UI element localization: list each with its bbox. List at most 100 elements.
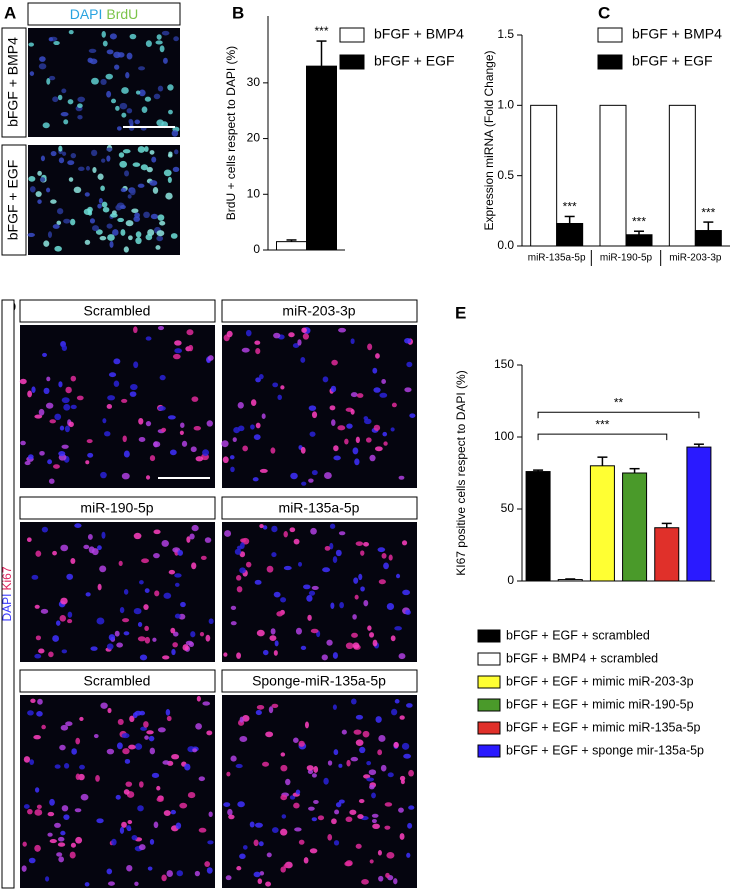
nucleus (83, 544, 90, 550)
nucleus (75, 737, 81, 745)
nucleus (168, 569, 176, 575)
nucleus (34, 844, 41, 852)
nucleus (121, 87, 129, 94)
nucleus (99, 565, 107, 573)
nucleus (61, 88, 67, 94)
significance: *** (632, 214, 646, 228)
nucleus (360, 586, 365, 592)
nucleus (226, 330, 233, 338)
nucleus (129, 33, 137, 40)
bar (599, 104, 627, 247)
nucleus (196, 695, 201, 702)
nucleus (46, 376, 51, 382)
nucleus (137, 805, 144, 812)
nucleus (120, 204, 126, 210)
nucleus (39, 177, 46, 183)
nucleus (125, 72, 130, 79)
nucleus (101, 158, 106, 163)
nucleus (205, 634, 211, 642)
nucleus (366, 777, 375, 782)
nucleus (60, 830, 66, 836)
nucleus (223, 802, 231, 807)
nucleus (35, 635, 41, 641)
nucleus (85, 460, 90, 465)
nucleus (293, 737, 299, 743)
header-box (19, 496, 216, 520)
nucleus (57, 842, 66, 847)
nucleus (298, 561, 303, 567)
nucleus (259, 871, 265, 876)
nucleus (300, 446, 306, 454)
nucleus (407, 822, 413, 829)
nucleus (309, 431, 316, 437)
nucleus (79, 716, 84, 721)
nucleus (280, 828, 288, 836)
nucleus (129, 391, 137, 397)
y-tick-label: 0 (253, 242, 260, 256)
nucleus (157, 325, 165, 331)
nucleus (30, 698, 36, 704)
nucleus (64, 425, 70, 433)
nucleus (53, 41, 60, 46)
nucleus (125, 220, 134, 227)
legend-swatch (477, 721, 501, 735)
header-box (19, 669, 216, 693)
nucleus (144, 96, 152, 102)
nucleus (237, 402, 244, 409)
nucleus (249, 821, 255, 828)
nucleus (265, 731, 274, 738)
nucleus (134, 881, 139, 887)
bar (525, 471, 551, 582)
bar (530, 104, 558, 247)
nucleus (23, 804, 30, 809)
nucleus (234, 548, 242, 555)
nucleus (141, 106, 148, 113)
nucleus (173, 36, 179, 42)
nucleus (119, 607, 125, 614)
nucleus (240, 542, 245, 549)
nucleus (126, 108, 133, 114)
nucleus (166, 715, 172, 722)
nucleus (153, 529, 161, 535)
nucleus (28, 176, 36, 182)
nucleus (242, 845, 248, 850)
nucleus (170, 627, 176, 634)
nucleus (61, 444, 69, 449)
nucleus (369, 784, 375, 790)
nucleus (29, 759, 35, 765)
nucleus (375, 716, 382, 723)
legend-label: bFGF + EGF + sponge mir-135a-5p (506, 743, 704, 757)
nucleus (85, 592, 91, 597)
nucleus (185, 640, 193, 646)
nucleus (121, 472, 130, 480)
nucleus (106, 90, 112, 98)
nucleus (179, 430, 184, 435)
nucleus (146, 730, 154, 735)
nucleus (333, 840, 340, 846)
nucleus (311, 411, 318, 419)
nucleus (161, 539, 169, 547)
nucleus (92, 225, 99, 232)
nucleus (317, 815, 325, 821)
nucleus (350, 392, 358, 398)
nucleus (128, 744, 136, 750)
nucleus (239, 567, 246, 574)
nucleus (37, 698, 43, 705)
bar (306, 65, 337, 251)
nucleus (156, 235, 164, 242)
nucleus (167, 153, 173, 158)
nucleus (236, 652, 241, 659)
nucleus (48, 37, 54, 42)
nucleus (371, 818, 377, 824)
nucleus (42, 352, 48, 357)
nucleus (46, 78, 51, 85)
nucleus (129, 188, 136, 196)
nucleus (274, 640, 279, 647)
nucleus (138, 417, 144, 425)
nucleus (100, 78, 107, 86)
nucleus (35, 550, 42, 557)
nucleus (165, 708, 171, 716)
nucleus (67, 619, 73, 624)
nucleus (87, 452, 94, 458)
nucleus (52, 550, 57, 556)
